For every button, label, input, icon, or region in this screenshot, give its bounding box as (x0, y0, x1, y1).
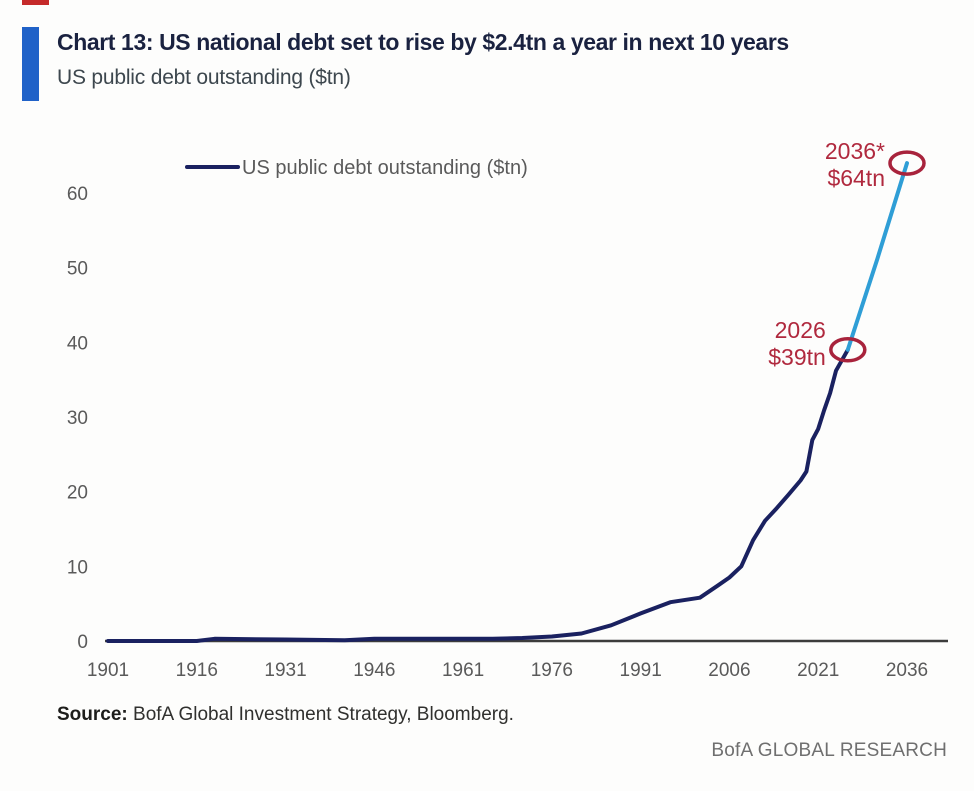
y-tick-label: 40 (67, 333, 88, 354)
source-label: Source: (57, 704, 128, 725)
x-tick-label: 1901 (87, 660, 129, 681)
brand-mark: BofA GLOBAL RESEARCH (711, 740, 947, 761)
x-tick-label: 2006 (708, 660, 750, 681)
legend-label: US public debt outstanding ($tn) (242, 157, 528, 179)
x-tick-label: 2021 (797, 660, 839, 681)
debt-history-line (106, 347, 850, 643)
annotation-label: 2026 (775, 317, 826, 343)
y-tick-label: 20 (67, 483, 88, 504)
x-tick-label: 1916 (176, 660, 218, 681)
y-tick-label: 0 (77, 632, 88, 653)
x-tick-label: 1991 (620, 660, 662, 681)
chart-subtitle: US public debt outstanding ($tn) (57, 66, 351, 89)
x-tick-label: 2036 (886, 660, 928, 681)
y-tick-label: 60 (67, 184, 88, 205)
annotation-label: $39tn (768, 344, 826, 370)
title-accent-bar (22, 27, 39, 101)
y-tick-label: 10 (67, 557, 88, 578)
annotation-circle (829, 337, 867, 363)
annotation-circle (888, 150, 926, 176)
annotation-label: $64tn (827, 165, 885, 191)
y-tick-label: 50 (67, 259, 88, 280)
x-tick-label: 1946 (353, 660, 395, 681)
chart-canvas: 0 10 20 30 40 50 60 1901 1916 1931 1946 1961 1976 199… (67, 138, 948, 681)
x-tick-label: 1931 (264, 660, 306, 681)
source-text: BofA Global Investment Strategy, Bloombe… (127, 704, 514, 725)
source-note: Source: BofA Global Investment Strategy,… (57, 704, 514, 726)
x-tick-label: 1976 (531, 660, 573, 681)
chart-title: Chart 13: US national debt set to rise b… (57, 29, 789, 55)
debt-projection-line (845, 161, 909, 352)
y-tick-label: 30 (67, 408, 88, 429)
x-tick-label: 1961 (442, 660, 484, 681)
annotation-label: 2036* (825, 138, 885, 164)
red-crop-mark (22, 0, 49, 5)
